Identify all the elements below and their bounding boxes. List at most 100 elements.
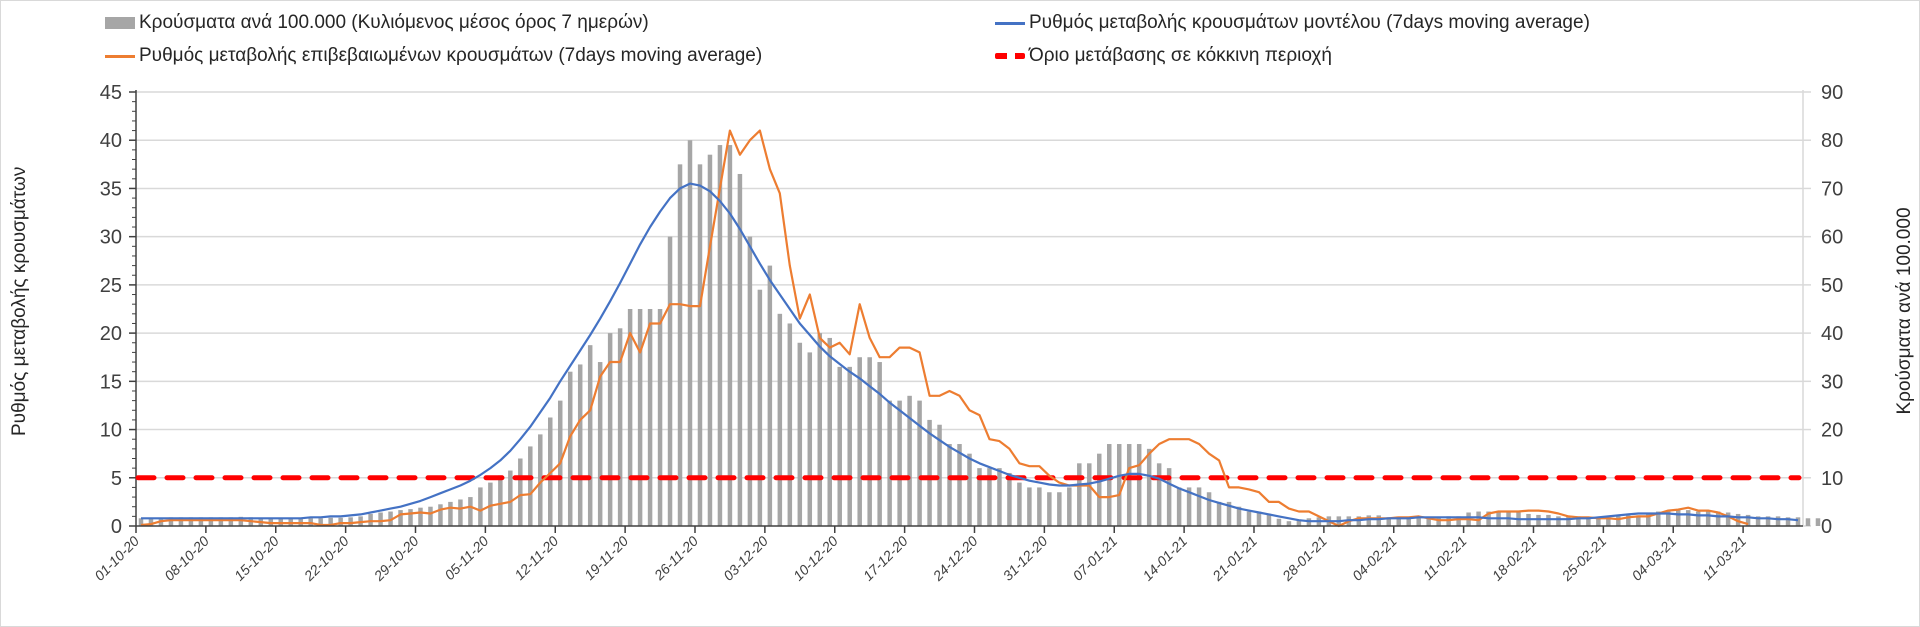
bar-cases [508, 470, 513, 526]
bar-cases [1735, 513, 1741, 526]
y-left-tick-label: 0 [111, 516, 122, 538]
bar-cases [847, 366, 852, 526]
y-left-tick-label: 30 [100, 227, 122, 249]
y-left-tick-label: 20 [100, 323, 122, 345]
bar-cases [1186, 487, 1192, 526]
bar-cases [1715, 511, 1721, 526]
x-tick-label: 31-12-20 [1000, 533, 1051, 584]
bar-cases [1596, 517, 1601, 526]
bar-cases [498, 475, 503, 526]
legend-item-threshold: Όριο μετάβασης σε κόκκινη περιοχή [995, 45, 1332, 67]
bar-cases [657, 309, 663, 526]
bar-cases [597, 362, 603, 526]
y-left-tick-label: 5 [111, 468, 122, 490]
y-left-tick-label: 10 [100, 420, 122, 442]
legend-item-model: Ρυθμός μεταβολής κρουσμάτων μοντέλου (7d… [995, 12, 1590, 34]
bar-cases [1576, 516, 1581, 526]
bar-cases [1606, 517, 1611, 526]
bar-cases [917, 400, 922, 526]
bar-cases [1296, 520, 1302, 526]
x-tick-label: 12-11-20 [511, 533, 561, 583]
bar-cases [967, 453, 972, 526]
bar-cases [1097, 453, 1102, 526]
bar-cases [1765, 516, 1771, 526]
x-tick-label: 18-02-21 [1489, 533, 1540, 584]
y-right-tick-label: 70 [1821, 178, 1843, 200]
bar-cases [997, 468, 1002, 526]
bar-cases [318, 518, 323, 526]
bar-cases [1586, 517, 1591, 526]
bar-cases [1416, 517, 1421, 526]
bar-cases [957, 444, 962, 526]
bar-cases [817, 333, 823, 526]
bar-cases [1176, 487, 1182, 526]
y-right-tick-label: 80 [1821, 130, 1843, 152]
bar-cases [1665, 510, 1671, 526]
bar-cases [188, 517, 194, 526]
legend-swatch-orange-line [105, 54, 135, 58]
x-tick-label: 21-01-21 [1208, 533, 1260, 585]
bar-cases [567, 371, 573, 526]
bar-cases [168, 517, 174, 526]
y-left-tick-label: 35 [100, 178, 122, 200]
bar-cases [977, 468, 982, 526]
bar-cases [617, 328, 623, 526]
bar-cases [1556, 516, 1561, 526]
legend-swatch-red-dash [995, 53, 1025, 59]
bar-cases [637, 309, 643, 526]
y-right-tick-label: 60 [1821, 227, 1843, 249]
bar-cases [1675, 509, 1681, 526]
bar-cases [1246, 511, 1252, 526]
bar-cases [1546, 514, 1551, 526]
bar-cases [707, 154, 713, 526]
bar-cases [1216, 501, 1222, 526]
bar-cases [1436, 517, 1441, 526]
bar-cases [837, 366, 842, 526]
legend-swatch-blue-line [995, 21, 1025, 25]
bar-cases [348, 517, 353, 526]
bar-cases [398, 510, 403, 526]
x-tick-label: 25-02-21 [1558, 533, 1610, 585]
bar-cases [1695, 511, 1701, 526]
y-left-tick-label: 45 [100, 82, 122, 104]
x-tick-label: 19-11-20 [581, 533, 631, 583]
y-left-tick-label: 40 [100, 130, 122, 152]
bar-cases [787, 323, 793, 526]
bar-cases [927, 419, 932, 526]
x-tick-label: 07-01-21 [1069, 533, 1120, 584]
bar-cases [1755, 516, 1761, 526]
x-tick-label: 01-10-20 [91, 533, 142, 584]
orange-line-confirmed [140, 129, 1749, 528]
bar-cases [1107, 444, 1112, 526]
bar-cases [448, 501, 453, 526]
bar-cases [1476, 511, 1481, 526]
bar-cases [478, 487, 483, 526]
bar-cases [677, 164, 683, 527]
bar-cases [1067, 487, 1072, 526]
bar-cases [1226, 501, 1232, 526]
bar-cases [488, 482, 493, 526]
bar-cases [1206, 492, 1212, 526]
bar-cases [1376, 515, 1382, 526]
bar-cases [797, 342, 803, 526]
x-tick-label: 17-12-20 [860, 533, 911, 584]
bar-cases [1396, 517, 1401, 526]
bar-cases [1037, 487, 1042, 526]
bar-cases [697, 164, 703, 527]
bar-cases [1685, 510, 1691, 526]
bar-cases [1805, 518, 1811, 526]
bar-cases [1785, 517, 1791, 526]
bar-cases [408, 509, 413, 526]
bar-cases [458, 499, 463, 526]
bar-cases [1286, 521, 1292, 526]
bar-cases [1087, 463, 1092, 526]
bar-cases [208, 517, 214, 526]
bar-cases [1007, 472, 1012, 526]
bar-cases [1236, 506, 1242, 526]
bar-cases [1256, 511, 1262, 526]
x-tick-label: 11-02-21 [1420, 533, 1470, 583]
bar-cases [1196, 487, 1202, 526]
bar-cases [807, 352, 813, 526]
bar-cases [138, 518, 144, 526]
